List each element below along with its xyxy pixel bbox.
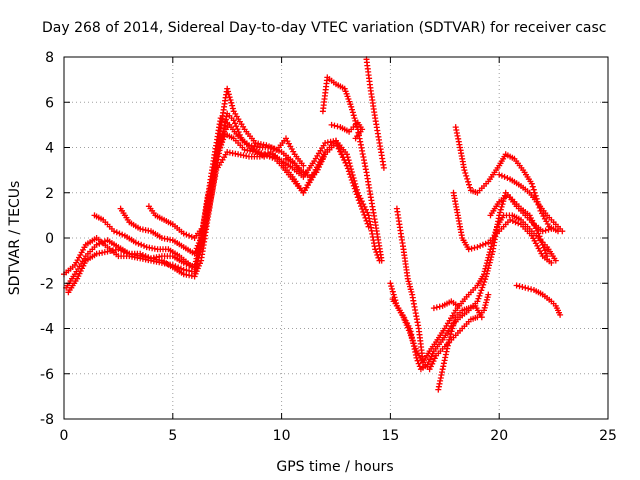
- x-tick-label: 15: [381, 428, 399, 444]
- series-trace-9: [328, 119, 366, 142]
- series-trace-18: [496, 171, 566, 235]
- plus-marker-trail: [496, 171, 566, 235]
- y-tick-label: 6: [45, 95, 54, 111]
- x-tick-label: 0: [60, 428, 69, 444]
- x-axis-label: GPS time / hours: [276, 459, 393, 475]
- series-trace-19: [513, 282, 564, 318]
- axis-ticks: [63, 56, 609, 420]
- series-trace-12: [393, 205, 492, 373]
- plus-marker-trail: [452, 124, 561, 235]
- x-tick-label: 25: [599, 428, 617, 444]
- plus-marker-trail: [435, 302, 485, 393]
- x-tick-label: 20: [490, 428, 508, 444]
- x-tick-label: 5: [168, 428, 177, 444]
- y-tick-label: -2: [40, 276, 54, 292]
- series-trace-16: [450, 189, 555, 266]
- series-trace-14: [430, 298, 461, 312]
- y-tick-label: -4: [40, 322, 54, 338]
- plus-marker-trail: [430, 298, 461, 312]
- plus-marker-trail: [283, 155, 326, 180]
- series-trace-6: [145, 121, 233, 241]
- series-trace-15: [452, 124, 561, 235]
- series-trace-13: [435, 302, 485, 393]
- plus-marker-trail: [387, 212, 559, 366]
- plus-marker-trail: [513, 282, 564, 318]
- plus-marker-trail: [319, 74, 385, 264]
- x-tick-labels: 0 5 10 15 20 25: [60, 428, 617, 444]
- y-tick-label: -6: [40, 367, 54, 383]
- grid-lines: [64, 57, 608, 419]
- x-tick-label: 10: [273, 428, 291, 444]
- y-tick-label: 4: [45, 141, 54, 157]
- y-tick-label: -8: [40, 412, 54, 428]
- y-tick-label: 8: [45, 50, 54, 66]
- data-marks: [61, 56, 566, 393]
- plus-marker-trail: [363, 56, 387, 171]
- series-trace-20: [283, 155, 326, 180]
- series-trace-7: [319, 74, 385, 264]
- y-tick-label: 0: [45, 231, 54, 247]
- plus-marker-trail: [450, 189, 555, 266]
- y-axis-label: SDTVAR / TECUs: [7, 181, 23, 296]
- series-trace-17: [487, 192, 555, 235]
- plus-marker-trail: [145, 121, 233, 241]
- chart-title: Day 268 of 2014, Sidereal Day-to-day VTE…: [42, 20, 606, 36]
- series-trace-10: [387, 212, 559, 366]
- y-tick-label: 2: [45, 186, 54, 202]
- y-tick-labels: -8 -6 -4 -2 0 2 4 6 8: [40, 50, 54, 428]
- plus-marker-trail: [487, 192, 555, 235]
- plus-marker-trail: [328, 119, 366, 142]
- plus-marker-trail: [393, 205, 492, 373]
- series-trace-8: [363, 56, 387, 171]
